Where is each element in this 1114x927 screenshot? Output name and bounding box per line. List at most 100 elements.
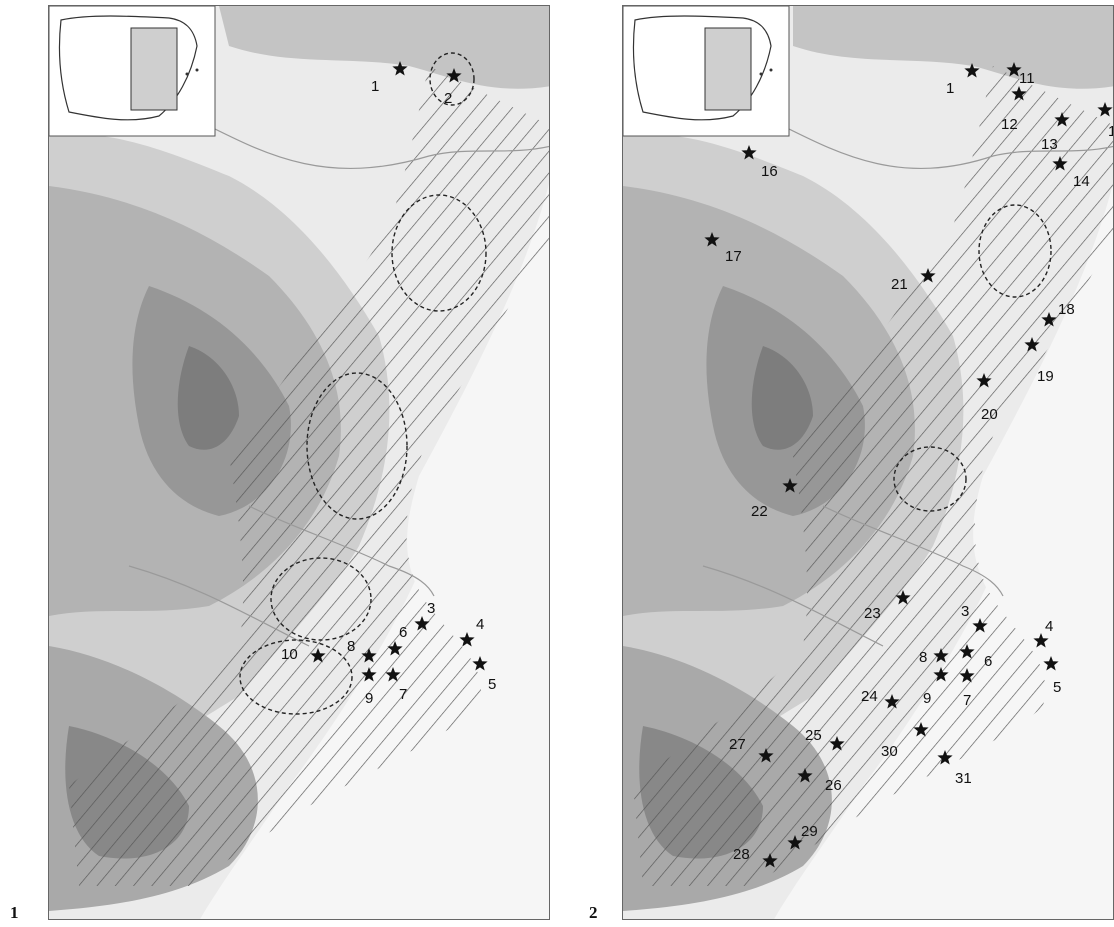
site-star-icon	[895, 590, 911, 605]
site-label: 11	[1019, 70, 1035, 87]
site-label: 9	[923, 690, 931, 707]
map-panel-2: 1111213114161721181920222334869752425302…	[622, 5, 1114, 920]
site-markers: 1 2 3 4 5 6 7 8 9 10	[281, 61, 496, 707]
site-markers: 1111213114161721181920222334869752425302…	[704, 62, 1114, 868]
northern-hills	[219, 6, 549, 89]
site-label: 5	[488, 676, 496, 693]
site-star-icon	[414, 616, 430, 631]
site-label: 7	[963, 692, 971, 709]
site-star-icon	[959, 644, 975, 659]
peak-area	[751, 346, 813, 450]
site-label: 3	[961, 603, 969, 620]
site-star-icon	[361, 667, 377, 682]
site-label: 28	[733, 846, 750, 863]
sea-area-north	[973, 183, 1113, 666]
site-label: 30	[881, 743, 898, 760]
site-label: 13	[1041, 136, 1058, 153]
site-label: 9	[365, 690, 373, 707]
hatched-distribution-zone	[69, 66, 549, 886]
relief-map-2: 1111213114161721181920222334869752425302…	[623, 6, 1114, 919]
site-star-icon	[976, 373, 992, 388]
site-star-icon	[459, 632, 475, 647]
site-label: 26	[825, 777, 842, 794]
river	[702, 565, 884, 647]
site-star-icon	[741, 145, 757, 160]
sea-area-north	[407, 183, 549, 666]
site-star-icon	[446, 68, 462, 83]
site-label: 6	[399, 624, 407, 641]
dashed-area-marker	[429, 52, 475, 106]
site-star-icon	[787, 835, 803, 850]
site-star-icon	[937, 750, 953, 765]
river	[822, 505, 1004, 597]
river	[248, 505, 435, 597]
site-label: 29	[801, 823, 818, 840]
site-label: 10	[281, 646, 298, 663]
site-label: 27	[729, 736, 746, 753]
relief-map-1: 1 2 3 4 5 6 7 8 9 10	[49, 6, 549, 919]
site-star-icon	[1011, 86, 1027, 101]
site-label: 16	[761, 163, 778, 180]
site-star-icon	[1033, 633, 1049, 648]
site-label: 8	[919, 649, 927, 666]
site-star-icon	[762, 853, 778, 868]
map-panel-1: 1 2 3 4 5 6 7 8 9 10	[48, 5, 550, 920]
river	[782, 125, 1113, 169]
site-label: 18	[1058, 301, 1075, 318]
site-label: 22	[751, 503, 768, 520]
site-label: 3	[427, 600, 435, 617]
site-label: 1	[946, 80, 954, 97]
site-star-icon	[385, 667, 401, 682]
site-label: 4	[1045, 618, 1053, 635]
figure-label-1: 1	[10, 903, 19, 922]
inset-locator-map	[49, 6, 216, 137]
inset-locator-map	[623, 6, 790, 137]
site-star-icon	[1024, 337, 1040, 352]
site-label: 7	[399, 686, 407, 703]
site-star-icon	[387, 641, 403, 656]
dashed-area-marker	[270, 557, 372, 641]
site-label: 21	[891, 276, 908, 293]
dashed-area-marker	[239, 639, 353, 715]
site-star-icon	[392, 61, 408, 76]
site-star-icon	[758, 748, 774, 763]
site-star-icon	[972, 618, 988, 633]
site-star-icon	[959, 668, 975, 683]
inset-highlight-box	[130, 27, 178, 111]
site-star-icon	[1097, 102, 1113, 117]
site-star-icon	[1041, 312, 1057, 327]
site-label: 23	[864, 605, 881, 622]
site-label: 12	[1001, 116, 1018, 133]
site-star-icon	[829, 736, 845, 751]
site-label: 8	[347, 638, 355, 655]
site-star-icon	[1043, 656, 1059, 671]
site-label: 1	[371, 78, 379, 95]
site-label: 2	[444, 90, 452, 107]
site-star-icon	[310, 648, 326, 663]
site-star-icon	[782, 478, 798, 493]
site-star-icon	[933, 667, 949, 682]
river	[128, 565, 310, 647]
site-label: 19	[1037, 368, 1054, 385]
site-star-icon	[913, 722, 929, 737]
site-star-icon	[933, 648, 949, 663]
site-star-icon	[964, 63, 980, 78]
site-label: 31	[955, 770, 972, 787]
hatched-distribution-zone	[633, 66, 1113, 886]
site-label: 4	[476, 616, 484, 633]
dashed-area-marker	[306, 372, 408, 520]
site-label: 1	[1108, 123, 1114, 140]
dashed-area-marker	[893, 446, 967, 512]
site-star-icon	[472, 656, 488, 671]
dashed-area-marker	[391, 194, 487, 312]
inset-highlight-box	[704, 27, 752, 111]
site-star-icon	[1006, 62, 1022, 77]
site-label: 5	[1053, 679, 1061, 696]
site-star-icon	[1052, 156, 1068, 171]
site-label: 20	[981, 406, 998, 423]
site-star-icon	[884, 694, 900, 709]
river	[208, 125, 549, 169]
site-label: 25	[805, 727, 822, 744]
northern-hills	[793, 6, 1113, 89]
site-label: 14	[1073, 173, 1090, 190]
